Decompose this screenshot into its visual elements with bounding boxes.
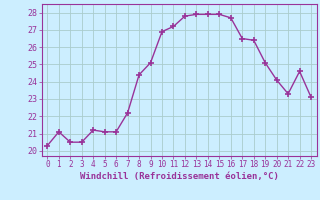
X-axis label: Windchill (Refroidissement éolien,°C): Windchill (Refroidissement éolien,°C) <box>80 172 279 181</box>
